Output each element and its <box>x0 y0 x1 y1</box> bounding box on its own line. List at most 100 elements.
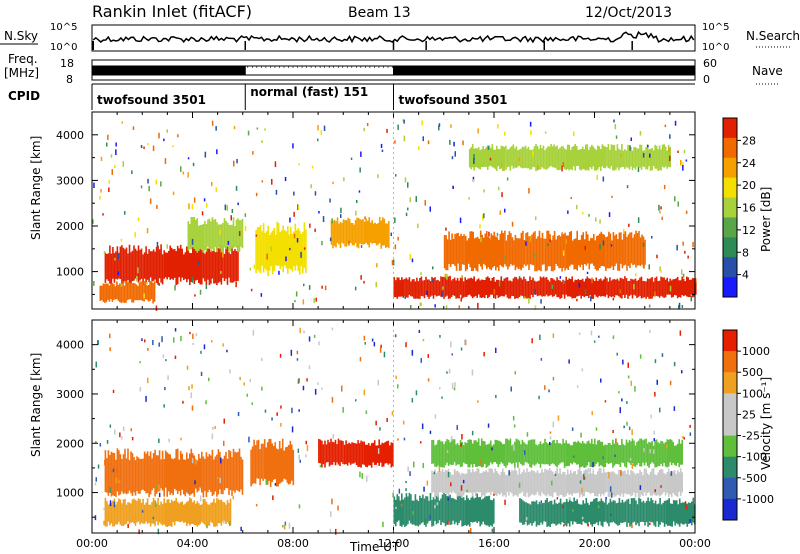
nsky-panel: N.Sky 10^5 10^0 10^5 10^0 N.Search <box>0 22 800 53</box>
data-column-7 <box>600 149 602 171</box>
data-column-0 <box>131 250 134 282</box>
data-speck <box>206 203 208 208</box>
data-column-4 <box>371 220 373 244</box>
data-speck <box>551 284 553 290</box>
data-column-7 <box>651 148 653 171</box>
data-column-6 <box>609 472 611 498</box>
data-column-2 <box>268 439 270 481</box>
data-column-0 <box>202 245 205 279</box>
data-column-0 <box>127 448 129 494</box>
data-column-0 <box>183 459 185 495</box>
data-column-0 <box>178 248 180 278</box>
data-column-6 <box>457 232 459 264</box>
data-column-0 <box>131 453 134 496</box>
data-speck <box>429 206 431 212</box>
data-column-1 <box>223 502 226 522</box>
data-column-5 <box>651 441 653 463</box>
data-column-7 <box>654 144 656 169</box>
data-speck <box>164 386 166 391</box>
data-column-3 <box>303 222 306 268</box>
data-speck <box>168 438 170 443</box>
data-speck <box>329 237 332 242</box>
data-column-6 <box>658 469 661 497</box>
data-column-3 <box>294 223 297 271</box>
data-column-6 <box>591 238 594 264</box>
data-column-5 <box>473 276 475 297</box>
data-speck <box>635 273 637 277</box>
data-column-6 <box>639 469 641 498</box>
data-column-7 <box>646 144 649 170</box>
data-speck <box>637 167 640 173</box>
data-column-2 <box>278 441 281 484</box>
data-speck <box>109 470 112 474</box>
data-column-7 <box>491 144 494 168</box>
data-column-7 <box>609 498 612 523</box>
data-column-5 <box>636 442 638 465</box>
data-speck <box>639 131 642 136</box>
data-column-4 <box>428 500 430 522</box>
data-column-7 <box>574 143 576 171</box>
data-column-1 <box>204 499 206 525</box>
data-speck <box>124 211 126 215</box>
data-column-7 <box>568 498 571 527</box>
data-column-0 <box>179 244 182 282</box>
data-speck <box>602 176 605 182</box>
data-column-4 <box>404 497 406 527</box>
data-column-5 <box>515 438 518 463</box>
data-speck <box>143 293 145 299</box>
data-column-5 <box>571 276 573 299</box>
data-column-7 <box>609 149 611 169</box>
data-speck <box>446 450 449 453</box>
data-column-0 <box>113 253 116 283</box>
data-column-5 <box>459 277 462 295</box>
data-speck <box>120 238 123 242</box>
data-column-5 <box>434 277 436 296</box>
data-column-7 <box>548 146 551 167</box>
data-speck <box>464 339 467 346</box>
data-column-7 <box>624 501 627 522</box>
data-column-5 <box>622 444 625 463</box>
data-column-0 <box>110 451 113 497</box>
data-column-6 <box>511 469 513 494</box>
data-column-5 <box>618 444 620 465</box>
data-speck <box>447 471 450 478</box>
data-column-6 <box>593 233 595 266</box>
data-speck <box>261 386 263 391</box>
data-column-5 <box>502 444 504 464</box>
data-column-6 <box>475 237 477 271</box>
data-column-7 <box>601 144 604 167</box>
data-column-7 <box>678 498 681 527</box>
data-speck <box>548 389 550 393</box>
data-speck <box>172 191 175 195</box>
data-speck <box>364 342 366 345</box>
data-column-5 <box>615 279 617 296</box>
data-speck <box>539 334 541 340</box>
data-column-5 <box>477 438 480 467</box>
data-column-6 <box>644 239 646 265</box>
data-column-7 <box>505 145 507 170</box>
data-column-6 <box>538 230 541 271</box>
data-column-1 <box>119 499 122 525</box>
data-column-0 <box>190 253 193 282</box>
data-speck <box>650 414 652 419</box>
data-column-3 <box>273 228 275 271</box>
data-column-6 <box>449 472 451 493</box>
data-column-6 <box>484 471 486 498</box>
colorbar-tick-label: -500 <box>742 472 767 485</box>
data-column-6 <box>449 239 452 267</box>
data-column-7 <box>525 502 527 522</box>
data-speck <box>359 167 361 173</box>
data-speck <box>438 123 441 127</box>
data-speck <box>673 406 676 411</box>
data-column-5 <box>479 445 481 467</box>
data-column-2 <box>251 446 254 485</box>
data-column-0 <box>118 450 120 496</box>
data-column-6 <box>568 232 571 267</box>
data-speck <box>534 289 536 295</box>
data-column-6 <box>459 474 462 497</box>
data-column-7 <box>641 502 643 522</box>
data-speck <box>173 337 175 343</box>
data-column-5 <box>598 279 601 296</box>
data-column-5 <box>672 441 674 464</box>
